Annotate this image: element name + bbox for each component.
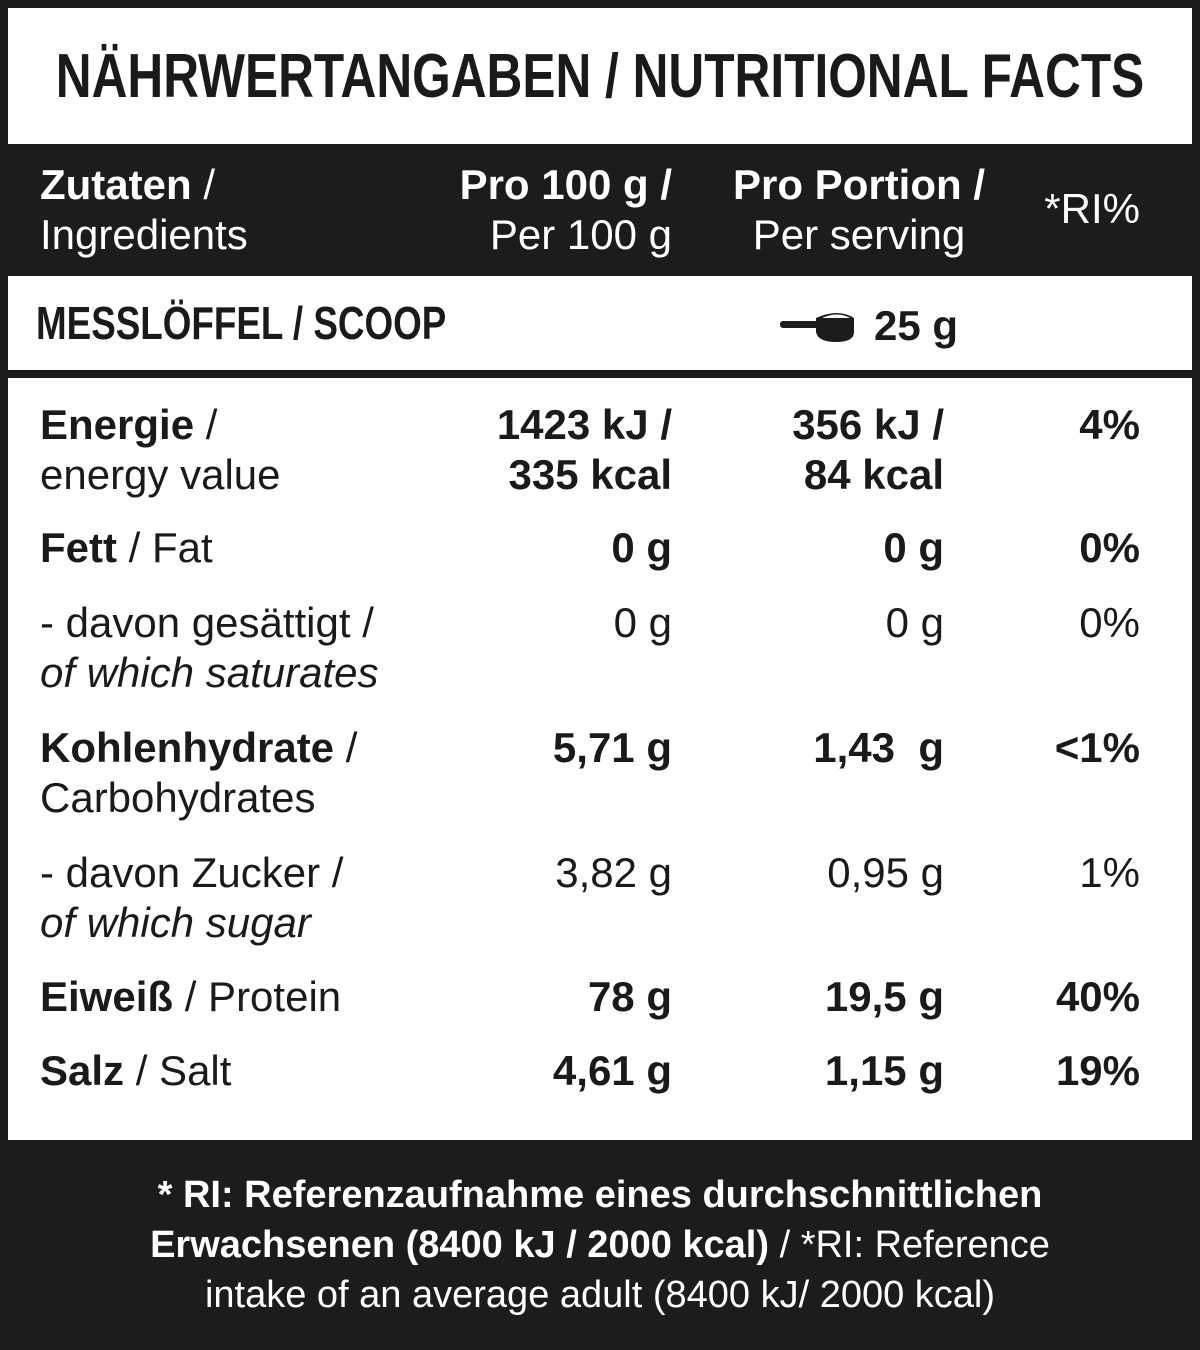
header-per-100g: Pro 100 g / Per 100 g bbox=[459, 161, 672, 258]
header-per-serving: Pro Portion / Per serving bbox=[733, 161, 985, 258]
table-header: Zutaten / Ingredients Pro 100 g / Per 10… bbox=[8, 144, 1192, 276]
footer-line-1: * RI: Referenzaufnahme eines durchschnit… bbox=[157, 1174, 1043, 1216]
footer-note: * RI: Referenzaufnahme eines durchschnit… bbox=[8, 1140, 1192, 1342]
scoop-icon bbox=[780, 313, 854, 342]
page-title: NÄHRWERTANGABEN / NUTRITIONAL FACTS bbox=[55, 41, 1145, 111]
footer-line-3: intake of an average adult (8400 kJ/ 200… bbox=[204, 1274, 996, 1316]
scoop-value: 25 g bbox=[874, 302, 959, 349]
scoop-label: MESSLÖFFEL / SCOOP bbox=[36, 297, 447, 349]
scoop-row: MESSLÖFFEL / SCOOP 25 g bbox=[8, 276, 1192, 378]
header-ingredients: Zutaten / Ingredients bbox=[40, 161, 248, 258]
footer-line-2: Erwachsenen (8400 kJ / 2000 kcal) / *RI:… bbox=[150, 1224, 1050, 1266]
header-ri: *RI% bbox=[1044, 185, 1140, 232]
